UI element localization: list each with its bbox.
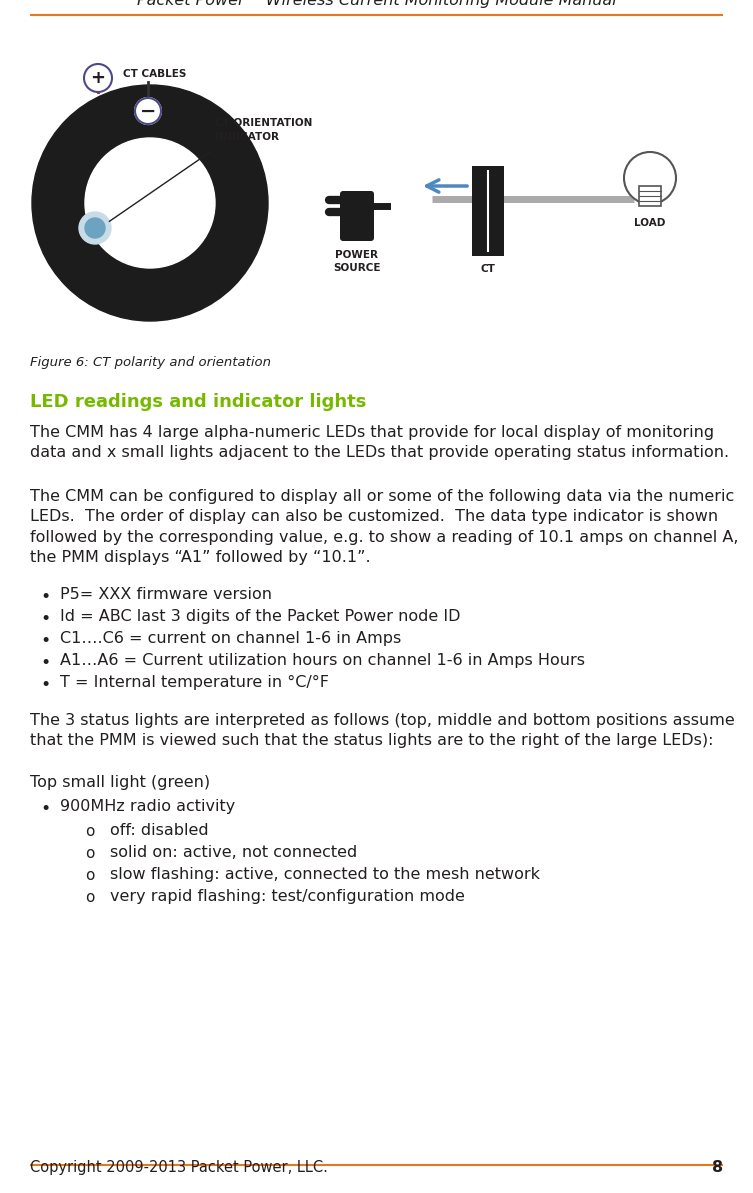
Text: •: • bbox=[41, 632, 51, 650]
Bar bbox=[472, 166, 504, 256]
Text: Packet Power™ Wireless Current Monitoring Module Manual: Packet Power™ Wireless Current Monitorin… bbox=[137, 0, 616, 8]
Text: The CMM has 4 large alpha-numeric LEDs that provide for local display of monitor: The CMM has 4 large alpha-numeric LEDs t… bbox=[30, 425, 729, 460]
Circle shape bbox=[624, 152, 676, 204]
Circle shape bbox=[85, 218, 105, 237]
Text: LED readings and indicator lights: LED readings and indicator lights bbox=[30, 392, 367, 412]
Text: POWER: POWER bbox=[336, 251, 379, 260]
Circle shape bbox=[85, 138, 215, 268]
Text: o: o bbox=[85, 869, 95, 883]
Circle shape bbox=[135, 98, 161, 124]
Text: Top small light (green): Top small light (green) bbox=[30, 775, 210, 790]
Text: •: • bbox=[41, 676, 51, 694]
Circle shape bbox=[79, 212, 111, 245]
Text: Id = ABC last 3 digits of the Packet Power node ID: Id = ABC last 3 digits of the Packet Pow… bbox=[60, 608, 461, 624]
Text: The 3 status lights are interpreted as follows (top, middle and bottom positions: The 3 status lights are interpreted as f… bbox=[30, 713, 735, 748]
Text: T = Internal temperature in °C/°F: T = Internal temperature in °C/°F bbox=[60, 675, 329, 690]
Text: SOURCE: SOURCE bbox=[334, 262, 381, 273]
Text: slow flashing: active, connected to the mesh network: slow flashing: active, connected to the … bbox=[110, 867, 540, 882]
Text: very rapid flashing: test/configuration mode: very rapid flashing: test/configuration … bbox=[110, 889, 465, 904]
Text: LOAD: LOAD bbox=[634, 218, 666, 228]
Text: •: • bbox=[41, 654, 51, 672]
Text: CT CABLES: CT CABLES bbox=[123, 69, 187, 79]
FancyBboxPatch shape bbox=[340, 191, 374, 241]
Text: INDICATOR: INDICATOR bbox=[215, 132, 279, 142]
Text: o: o bbox=[85, 846, 95, 861]
Text: Copyright 2009-2013 Packet Power, LLC.: Copyright 2009-2013 Packet Power, LLC. bbox=[30, 1160, 328, 1175]
Text: •: • bbox=[41, 801, 51, 818]
Text: o: o bbox=[85, 890, 95, 905]
Circle shape bbox=[32, 85, 268, 321]
Text: C1….C6 = current on channel 1-6 in Amps: C1….C6 = current on channel 1-6 in Amps bbox=[60, 631, 401, 645]
Text: solid on: active, not connected: solid on: active, not connected bbox=[110, 845, 357, 860]
Circle shape bbox=[84, 64, 112, 92]
Text: •: • bbox=[41, 610, 51, 628]
Text: +: + bbox=[90, 69, 105, 87]
Text: −: − bbox=[140, 101, 156, 120]
Text: CT: CT bbox=[480, 264, 495, 274]
Text: P5= XXX firmware version: P5= XXX firmware version bbox=[60, 587, 272, 602]
Text: o: o bbox=[85, 824, 95, 839]
Text: The CMM can be configured to display all or some of the following data via the n: The CMM can be configured to display all… bbox=[30, 489, 739, 565]
Bar bbox=[639, 186, 661, 206]
Text: CT ORIENTATION: CT ORIENTATION bbox=[215, 118, 312, 128]
Text: 8: 8 bbox=[712, 1160, 723, 1175]
Text: Figure 6: CT polarity and orientation: Figure 6: CT polarity and orientation bbox=[30, 356, 271, 369]
Text: off: disabled: off: disabled bbox=[110, 823, 209, 837]
Text: A1…A6 = Current utilization hours on channel 1-6 in Amps Hours: A1…A6 = Current utilization hours on cha… bbox=[60, 653, 585, 668]
Text: 900MHz radio activity: 900MHz radio activity bbox=[60, 799, 235, 814]
Text: •: • bbox=[41, 588, 51, 606]
